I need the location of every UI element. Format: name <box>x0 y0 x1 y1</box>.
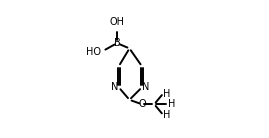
Text: H: H <box>163 89 171 99</box>
Text: N: N <box>142 82 149 92</box>
Text: O: O <box>138 99 146 109</box>
Text: H: H <box>163 110 171 120</box>
Text: B: B <box>114 38 121 48</box>
Text: OH: OH <box>109 17 125 27</box>
Text: HO: HO <box>86 47 101 57</box>
Text: H: H <box>168 99 176 109</box>
Text: N: N <box>111 82 119 92</box>
